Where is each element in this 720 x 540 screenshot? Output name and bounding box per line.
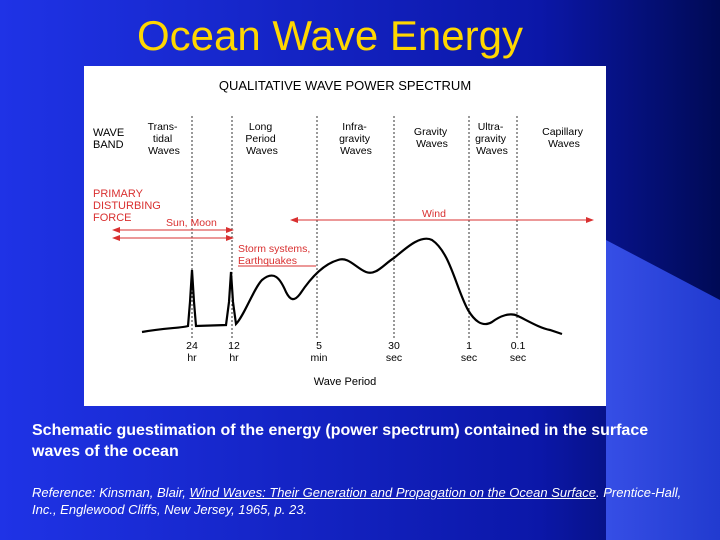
tick-1-unit: sec [461, 352, 477, 364]
band-ultragravity: Ultra- gravity Waves [475, 121, 509, 157]
tick-5-unit: min [311, 352, 328, 364]
slide-title: Ocean Wave Energy [137, 12, 523, 59]
band-infragravity: Infra- gravity Waves [339, 121, 373, 157]
figure-caption: Schematic guestimation of the energy (po… [32, 422, 649, 460]
force-storm-label: Storm systems, Earthquakes [238, 243, 313, 267]
force-wind-label: Wind [422, 208, 446, 220]
force-label: PRIMARY DISTURBING FORCE [93, 188, 164, 224]
x-axis-label: Wave Period [314, 376, 377, 388]
spectrum-figure: QUALITATIVE WAVE POWER SPECTRUM WAVE BAN… [84, 66, 606, 406]
band-gravity: Gravity Waves [414, 126, 450, 150]
spectrum-diagram: QUALITATIVE WAVE POWER SPECTRUM WAVE BAN… [93, 78, 594, 388]
tick-1-value: 1 [466, 340, 472, 352]
tick-24-value: 24 [186, 340, 198, 352]
spectrum-curve [141, 237, 563, 336]
force-sun-moon-label: Sun, Moon [166, 217, 217, 229]
reference-book-title: Wind Waves: Their Generation and Propaga… [189, 485, 597, 500]
tick-30-unit: sec [386, 352, 402, 364]
tick-0-1-value: 0.1 [511, 340, 526, 352]
band-transtidal: Trans- tidal Waves [148, 121, 181, 157]
sun-moon-arrow [112, 227, 234, 241]
reference-prefix: Reference: Kinsman, Blair, [32, 485, 190, 500]
figure-title: QUALITATIVE WAVE POWER SPECTRUM [219, 78, 471, 93]
tick-5-value: 5 [316, 340, 322, 352]
tick-0-1-unit: sec [510, 352, 526, 364]
tick-12-unit: hr [229, 352, 239, 364]
wind-arrow [290, 217, 594, 223]
reference-citation: Reference: Kinsman, Blair, Wind Waves: T… [32, 484, 692, 518]
tick-30-value: 30 [388, 340, 400, 352]
band-long-period: Long Period Waves [245, 121, 278, 157]
tick-12-value: 12 [228, 340, 240, 352]
period-ticks: 24 hr 12 hr 5 min 30 sec 1 sec 0.1 sec [186, 340, 526, 364]
tick-24-unit: hr [187, 352, 197, 364]
wave-band-label: WAVE BAND [93, 127, 127, 151]
band-capillary: Capillary Waves [542, 126, 586, 150]
reference-suffix: . Prentice-Hall, Inc., Englewood Cliffs,… [32, 485, 682, 517]
